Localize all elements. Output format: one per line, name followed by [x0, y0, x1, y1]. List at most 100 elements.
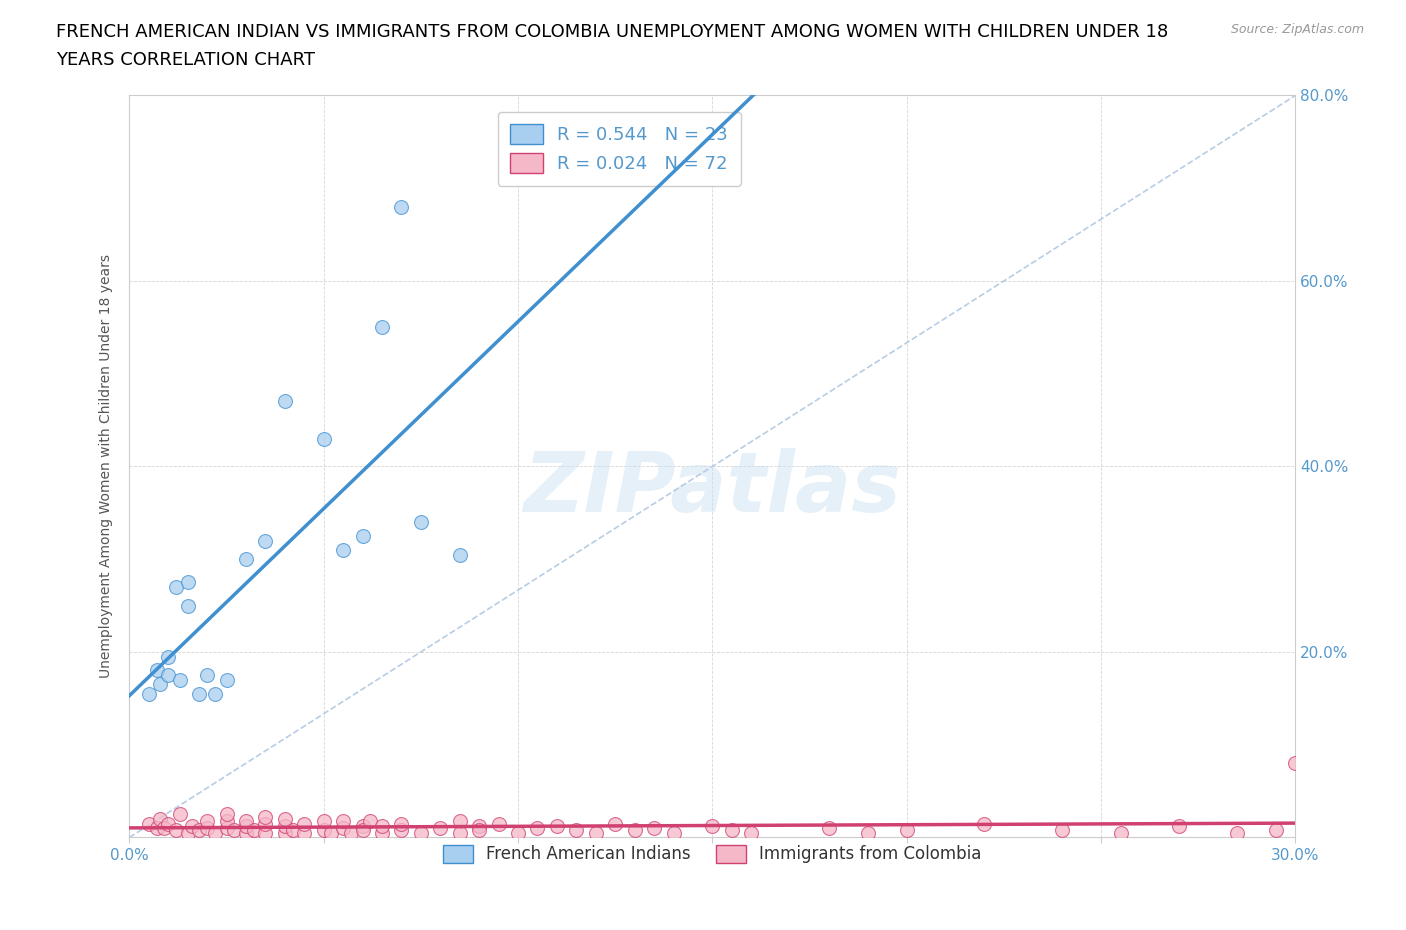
Point	[352, 819, 374, 834]
Point	[153, 821, 176, 836]
Point	[1265, 823, 1288, 838]
Point	[254, 810, 277, 825]
Point	[157, 649, 180, 664]
Point	[204, 825, 226, 840]
Point	[176, 825, 198, 840]
Point	[321, 825, 343, 840]
Point	[468, 819, 491, 834]
Point	[1226, 825, 1249, 840]
Point	[188, 686, 211, 701]
Point	[215, 672, 238, 687]
Point	[312, 814, 335, 829]
Point	[371, 819, 394, 834]
Legend: French American Indians, Immigrants from Colombia: French American Indians, Immigrants from…	[436, 838, 988, 870]
Point	[429, 821, 451, 836]
Point	[605, 817, 627, 831]
Point	[195, 668, 218, 683]
Point	[449, 825, 471, 840]
Point	[274, 825, 297, 840]
Point	[526, 821, 548, 836]
Point	[145, 821, 167, 836]
Y-axis label: Unemployment Among Women with Children Under 18 years: Unemployment Among Women with Children U…	[100, 255, 114, 678]
Point	[359, 814, 381, 829]
Point	[254, 825, 277, 840]
Text: ZIPatlas: ZIPatlas	[523, 448, 901, 529]
Point	[896, 823, 918, 838]
Point	[215, 807, 238, 822]
Point	[235, 825, 257, 840]
Point	[157, 668, 180, 683]
Point	[391, 817, 413, 831]
Text: Source: ZipAtlas.com: Source: ZipAtlas.com	[1230, 23, 1364, 36]
Point	[176, 598, 198, 613]
Point	[165, 823, 187, 838]
Point	[371, 320, 394, 335]
Point	[332, 814, 354, 829]
Point	[1052, 823, 1074, 838]
Point	[468, 823, 491, 838]
Point	[149, 677, 172, 692]
Point	[274, 819, 297, 834]
Point	[312, 432, 335, 446]
Point	[352, 528, 374, 543]
Point	[506, 825, 529, 840]
Point	[409, 514, 432, 529]
Text: FRENCH AMERICAN INDIAN VS IMMIGRANTS FROM COLOMBIA UNEMPLOYMENT AMONG WOMEN WITH: FRENCH AMERICAN INDIAN VS IMMIGRANTS FRO…	[56, 23, 1168, 41]
Point	[721, 823, 744, 838]
Point	[449, 814, 471, 829]
Point	[138, 817, 160, 831]
Point	[176, 575, 198, 590]
Point	[292, 817, 315, 831]
Point	[169, 807, 191, 822]
Point	[188, 823, 211, 838]
Point	[1284, 756, 1306, 771]
Point	[585, 825, 607, 840]
Point	[856, 825, 879, 840]
Point	[409, 825, 432, 840]
Point	[449, 547, 471, 562]
Point	[740, 825, 762, 840]
Point	[274, 812, 297, 827]
Point	[281, 823, 304, 838]
Point	[332, 542, 354, 557]
Point	[138, 686, 160, 701]
Point	[224, 823, 246, 838]
Point	[391, 823, 413, 838]
Point	[352, 823, 374, 838]
Point	[391, 199, 413, 214]
Point	[235, 551, 257, 566]
Point	[1167, 819, 1189, 834]
Point	[195, 821, 218, 836]
Point	[702, 819, 724, 834]
Point	[662, 825, 685, 840]
Point	[242, 823, 264, 838]
Point	[165, 579, 187, 594]
Point	[488, 817, 510, 831]
Point	[312, 823, 335, 838]
Point	[235, 819, 257, 834]
Point	[546, 819, 568, 834]
Point	[254, 817, 277, 831]
Point	[145, 663, 167, 678]
Point	[973, 817, 995, 831]
Point	[340, 825, 363, 840]
Point	[169, 672, 191, 687]
Point	[204, 686, 226, 701]
Point	[157, 817, 180, 831]
Point	[180, 819, 202, 834]
Point	[292, 825, 315, 840]
Point	[371, 825, 394, 840]
Point	[643, 821, 665, 836]
Point	[215, 821, 238, 836]
Point	[1109, 825, 1132, 840]
Point	[235, 814, 257, 829]
Point	[254, 533, 277, 548]
Point	[215, 814, 238, 829]
Point	[623, 823, 645, 838]
Point	[149, 812, 172, 827]
Text: YEARS CORRELATION CHART: YEARS CORRELATION CHART	[56, 51, 315, 69]
Point	[332, 821, 354, 836]
Point	[565, 823, 588, 838]
Point	[195, 814, 218, 829]
Point	[818, 821, 841, 836]
